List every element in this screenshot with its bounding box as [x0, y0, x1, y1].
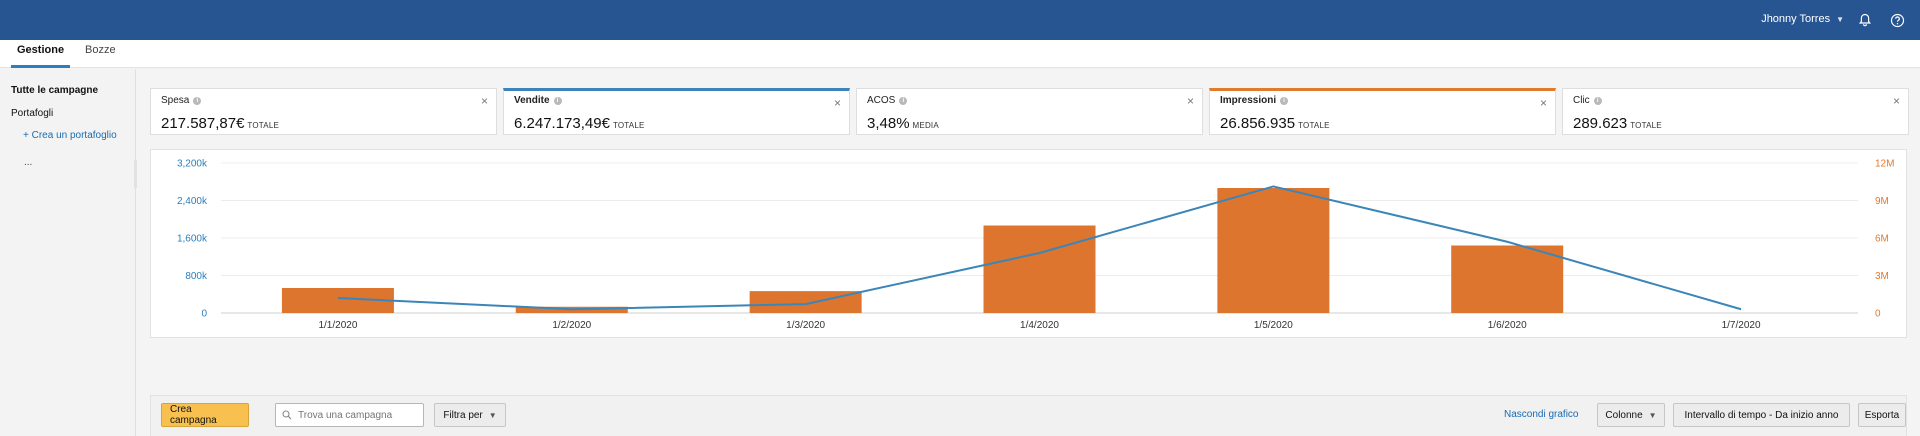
chevron-down-icon: ▼: [488, 410, 497, 420]
info-icon[interactable]: i: [193, 96, 202, 105]
y-right-tick-label: 0: [1875, 309, 1881, 320]
tab-bar: Gestione Bozze: [0, 40, 1920, 68]
y-left-tick-label: 0: [201, 309, 207, 320]
close-icon[interactable]: ×: [1539, 96, 1547, 110]
bar: [983, 225, 1096, 313]
chart-panel: 0 0 800k 3M 1,600k 6M 2,400k 9M 3,200k 12M 1/1/202…: [150, 149, 1907, 338]
metric-label: Clic: [1573, 95, 1590, 106]
info-icon[interactable]: i: [1280, 96, 1289, 105]
user-name: Jhonny Torres: [1761, 13, 1831, 25]
top-nav-bar: Jhonny Torres ▼: [0, 0, 1920, 40]
metric-value: 26.856.935: [1220, 115, 1296, 132]
tab-gestione[interactable]: Gestione: [10, 44, 71, 68]
metric-suffix: TOTALE: [1298, 121, 1330, 130]
filter-label: Filtra per: [443, 409, 483, 421]
sidebar-item-portfolios[interactable]: Portafogli: [11, 108, 54, 119]
hide-chart-link[interactable]: Nascondi grafico: [1504, 409, 1579, 420]
metric-card-clic[interactable]: Clic i × 289.623 TOTALE: [1562, 88, 1909, 135]
chevron-down-icon: ▼: [1648, 410, 1657, 420]
x-tick-label: 1/7/2020: [1722, 320, 1761, 331]
close-icon[interactable]: ×: [1186, 94, 1194, 108]
bar: [1217, 188, 1330, 313]
main-content: Spesa i × 217.587,87€ TOTALE Vendite i × 6.…: [137, 69, 1920, 436]
metric-label: Impressioni: [1220, 95, 1277, 106]
y-left-tick-label: 800k: [185, 271, 208, 282]
user-menu[interactable]: Jhonny Torres ▼: [1761, 13, 1844, 25]
info-icon[interactable]: i: [899, 96, 908, 105]
y-left-tick-label: 2,400k: [177, 196, 208, 207]
y-left-tick-label: 3,200k: [177, 159, 208, 170]
metric-value: 289.623: [1573, 115, 1628, 132]
help-icon[interactable]: [1888, 11, 1906, 29]
columns-label: Colonne: [1605, 409, 1643, 421]
metric-card-spesa[interactable]: Spesa i × 217.587,87€ TOTALE: [150, 88, 497, 135]
bar: [1451, 245, 1564, 313]
metric-label: ACOS: [867, 95, 896, 106]
metric-suffix: TOTALE: [247, 121, 280, 130]
export-button[interactable]: Esporta: [1858, 403, 1906, 427]
close-icon[interactable]: ×: [1892, 94, 1900, 108]
x-tick-label: 1/3/2020: [786, 320, 825, 331]
metric-card-impressioni[interactable]: Impressioni i × 26.856.935 TOTALE: [1209, 88, 1556, 135]
sidebar: Tutte le campagne Portafogli + Crea un p…: [0, 69, 136, 436]
metric-suffix: TOTALE: [1630, 121, 1662, 130]
create-portfolio-link[interactable]: + Crea un portafoglio: [23, 130, 117, 141]
tab-bozze[interactable]: Bozze: [85, 44, 116, 56]
search-input[interactable]: [275, 403, 424, 427]
performance-chart: 0 0 800k 3M 1,600k 6M 2,400k 9M 3,200k 12M 1/1/202…: [177, 159, 1894, 332]
metric-value: 3,48%: [867, 115, 910, 132]
chevron-down-icon: ▼: [1836, 14, 1844, 24]
metric-label: Spesa: [161, 95, 190, 106]
y-right-tick-label: 9M: [1875, 196, 1889, 207]
metric-label: Vendite: [514, 95, 550, 106]
y-right-tick-label: 6M: [1875, 234, 1889, 245]
close-icon[interactable]: ×: [833, 96, 841, 110]
bell-icon[interactable]: [1856, 11, 1874, 29]
metric-card-acos[interactable]: ACOS i × 3,48% MEDIA: [856, 88, 1203, 135]
y-right-tick-label: 12M: [1875, 159, 1894, 170]
close-icon[interactable]: ×: [480, 94, 488, 108]
x-tick-label: 1/5/2020: [1254, 320, 1293, 331]
metric-value: 217.587,87€: [161, 115, 245, 132]
info-icon[interactable]: i: [1593, 96, 1602, 105]
create-campaign-button[interactable]: Crea campagna: [161, 403, 249, 427]
y-left-tick-label: 1,600k: [177, 234, 208, 245]
metric-suffix: TOTALE: [612, 121, 645, 130]
columns-button[interactable]: Colonne ▼: [1597, 403, 1665, 427]
bar: [749, 291, 862, 313]
metric-card-vendite[interactable]: Vendite i × 6.247.173,49€ TOTALE: [503, 88, 850, 135]
info-icon[interactable]: i: [553, 96, 562, 105]
search-icon: [282, 410, 292, 420]
y-right-tick-label: 3M: [1875, 271, 1889, 282]
metric-value: 6.247.173,49€: [514, 115, 610, 132]
x-tick-label: 1/1/2020: [318, 320, 357, 331]
x-tick-label: 1/4/2020: [1020, 320, 1059, 331]
campaign-toolbar: Crea campagna Filtra per ▼ Nascondi graf…: [150, 395, 1907, 436]
x-tick-label: 1/2/2020: [552, 320, 591, 331]
x-tick-label: 1/6/2020: [1488, 320, 1527, 331]
date-range-button[interactable]: Intervallo di tempo - Da inizio anno: [1673, 403, 1850, 427]
sidebar-item-all-campaigns[interactable]: Tutte le campagne: [11, 85, 99, 96]
metric-suffix: MEDIA: [912, 121, 939, 130]
filter-button[interactable]: Filtra per ▼: [434, 403, 506, 427]
sidebar-more[interactable]: ...: [24, 157, 33, 168]
